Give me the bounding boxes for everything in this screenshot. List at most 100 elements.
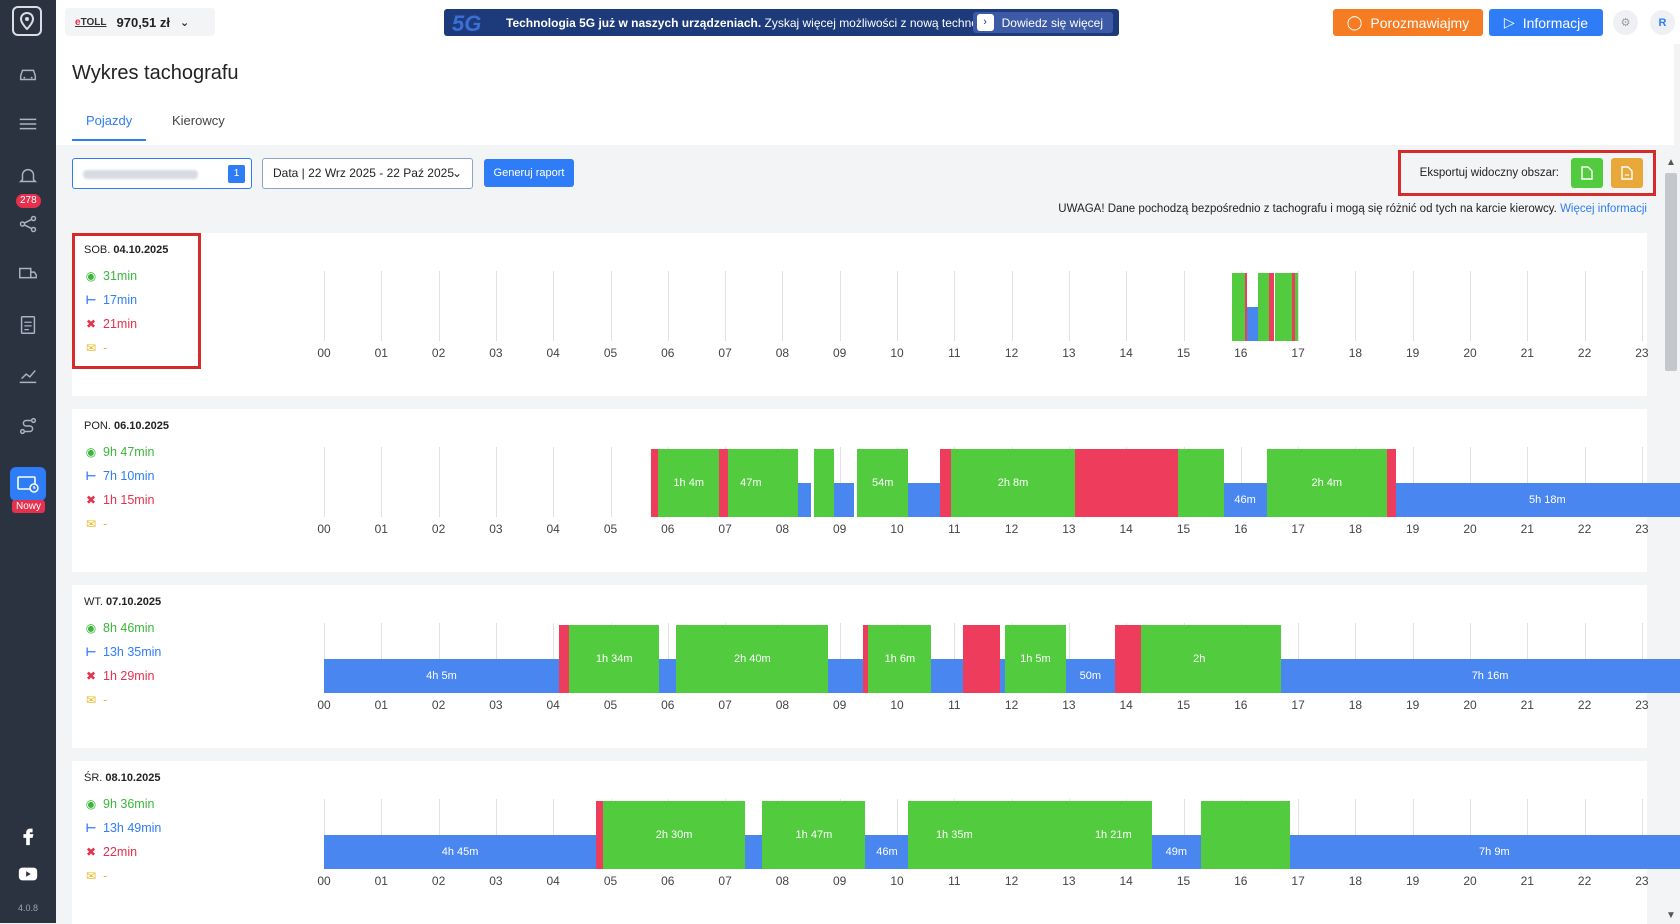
activity-bar-drive[interactable]: 47m	[728, 449, 774, 517]
activity-bar-rest[interactable]: 7h 16m	[1281, 659, 1680, 693]
activity-bar-drive[interactable]: 1h 35m	[908, 801, 1000, 869]
map-pin-icon[interactable]	[12, 6, 42, 36]
activity-bar-rest[interactable]	[659, 659, 676, 693]
route-icon[interactable]	[0, 408, 56, 444]
chat-button[interactable]: ◯ Porozmawiajmy	[1333, 9, 1483, 36]
activity-bar-rest[interactable]	[828, 659, 862, 693]
tab-vehicles[interactable]: Pojazdy	[72, 107, 146, 141]
avatar[interactable]: R	[1650, 10, 1675, 35]
activity-bar-drive[interactable]: 2h 30m	[603, 801, 745, 869]
activity-bar-drive[interactable]: 1h 6m	[868, 625, 931, 693]
grid-line	[1355, 271, 1356, 341]
activity-bar-drive[interactable]: 2h 8m	[951, 449, 1074, 517]
hour-tick-label: 01	[366, 346, 396, 360]
youtube-icon[interactable]	[0, 856, 56, 892]
activity-bar-drive[interactable]	[1000, 801, 1023, 869]
activity-bar-rest[interactable]	[745, 835, 762, 869]
tab-drivers[interactable]: Kierowcy	[158, 107, 239, 141]
activity-bar-rest[interactable]: 4h 45m	[324, 835, 596, 869]
chart-icon[interactable]	[0, 357, 56, 393]
activity-bar-work[interactable]	[1075, 449, 1178, 517]
activity-bar-drive[interactable]: 2h	[1141, 625, 1258, 693]
scroll-up-icon[interactable]: ▲	[1666, 157, 1676, 168]
date-range-select[interactable]: Data | 22 Wrz 2025 - 22 Paź 2025 ⌄	[262, 158, 473, 189]
activity-bar-drive[interactable]	[1275, 273, 1292, 341]
activity-bar-drive[interactable]: 1h 47m	[762, 801, 865, 869]
activity-bar-work[interactable]	[940, 449, 951, 517]
activity-bar-rest[interactable]: 4h 5m	[324, 659, 559, 693]
facebook-icon[interactable]	[0, 818, 56, 854]
activity-bar-drive[interactable]: 1h 34m	[569, 625, 659, 693]
promo-banner[interactable]: 5G Technologia 5G już w naszych urządzen…	[444, 9, 1119, 36]
activity-bar-rest[interactable]	[908, 483, 940, 517]
activity-bar-rest[interactable]: 46m	[1224, 483, 1267, 517]
document-icon[interactable]	[0, 307, 56, 343]
activity-bar-work[interactable]	[1387, 449, 1396, 517]
activity-bar-rest[interactable]: 50m	[1066, 659, 1115, 693]
grid-line	[381, 447, 382, 517]
scroll-down-icon[interactable]: ▼	[1666, 910, 1676, 921]
activity-bar-drive[interactable]: 2h 4m	[1267, 449, 1387, 517]
activity-bar-work[interactable]	[596, 801, 603, 869]
export-excel-button[interactable]	[1571, 158, 1603, 188]
activity-bar-drive[interactable]	[1258, 625, 1281, 693]
activity-bar-rest[interactable]	[1247, 307, 1258, 341]
more-info-link[interactable]: Więcej informacji	[1560, 203, 1647, 215]
etoll-balance[interactable]: eTOLL 970,51 zł ⌄	[65, 8, 215, 36]
grid-line	[381, 271, 382, 341]
activity-bar-rest[interactable]	[834, 483, 854, 517]
hour-tick-label: 23	[1627, 874, 1657, 888]
vehicle-select[interactable]: 1	[72, 158, 252, 189]
activity-bar-drive[interactable]	[1232, 273, 1245, 341]
activity-bar-rest[interactable]: 49m	[1152, 835, 1201, 869]
hour-tick-label: 07	[710, 346, 740, 360]
activity-bar-drive[interactable]: 1h 5m	[1005, 625, 1066, 693]
activity-bar-rest[interactable]	[931, 659, 945, 693]
activity-bar-work[interactable]	[719, 449, 728, 517]
truck-check-icon[interactable]	[0, 256, 56, 292]
activity-bar-drive[interactable]	[1023, 801, 1075, 869]
activity-bar-rest[interactable]: 46m	[865, 835, 908, 869]
activity-bar-drive[interactable]: 2h 40m	[676, 625, 828, 693]
etoll-logo: eTOLL	[75, 17, 107, 28]
stat-availability: ✉-	[84, 869, 107, 883]
generate-report-button[interactable]: Generuj raport	[484, 159, 574, 187]
hour-tick-label: 23	[1627, 346, 1657, 360]
activity-bar-work[interactable]	[1115, 625, 1141, 693]
rest-bed-icon: ⊢	[84, 469, 98, 483]
settings-icon[interactable]: ⚙	[1613, 10, 1638, 35]
list-truck-icon[interactable]	[0, 106, 56, 142]
day-date: WT. 07.10.2025	[84, 596, 161, 608]
export-pdf-button[interactable]	[1611, 158, 1643, 188]
new-badge: Nowy	[12, 500, 45, 513]
hour-tick-label: 02	[424, 874, 454, 888]
activity-bar-drive[interactable]	[1295, 273, 1298, 341]
activity-bar-work[interactable]	[559, 625, 569, 693]
activity-bar-drive[interactable]: 1h 21m	[1075, 801, 1152, 869]
grid-line	[611, 447, 612, 517]
activity-bar-rest[interactable]	[946, 659, 963, 693]
activity-bar-rest[interactable]: 7h 9m	[1290, 835, 1680, 869]
activity-bar-drive[interactable]	[1201, 801, 1290, 869]
scrollbar-thumb[interactable]	[1665, 173, 1677, 371]
activity-bar-drive[interactable]: 1h 4m	[658, 449, 719, 517]
hour-tick-label: 20	[1455, 874, 1485, 888]
scrollbar[interactable]: ▲ ▼	[1662, 155, 1680, 923]
activity-bar-drive[interactable]: 54m	[857, 449, 909, 517]
activity-bar-work[interactable]	[651, 449, 658, 517]
activity-bar-work[interactable]	[1269, 273, 1274, 341]
tachograph-icon[interactable]	[10, 467, 46, 501]
activity-bar-drive[interactable]	[814, 449, 834, 517]
car-icon[interactable]	[0, 56, 56, 92]
activity-bar-drive[interactable]	[1178, 449, 1224, 517]
share-icon[interactable]	[0, 206, 56, 242]
activity-bar-rest[interactable]: 5h 18m	[1396, 483, 1680, 517]
activity-bar-work[interactable]	[963, 625, 1000, 693]
activity-bar-drive[interactable]	[1258, 273, 1269, 341]
activity-bar-drive[interactable]	[774, 449, 798, 517]
info-button[interactable]: ▷ Informacje	[1489, 9, 1603, 36]
bell-icon[interactable]	[0, 158, 56, 194]
activity-bar-rest[interactable]	[798, 483, 811, 517]
promo-more-button[interactable]: › Dowiedz się więcej	[973, 12, 1113, 33]
grid-line	[553, 447, 554, 517]
